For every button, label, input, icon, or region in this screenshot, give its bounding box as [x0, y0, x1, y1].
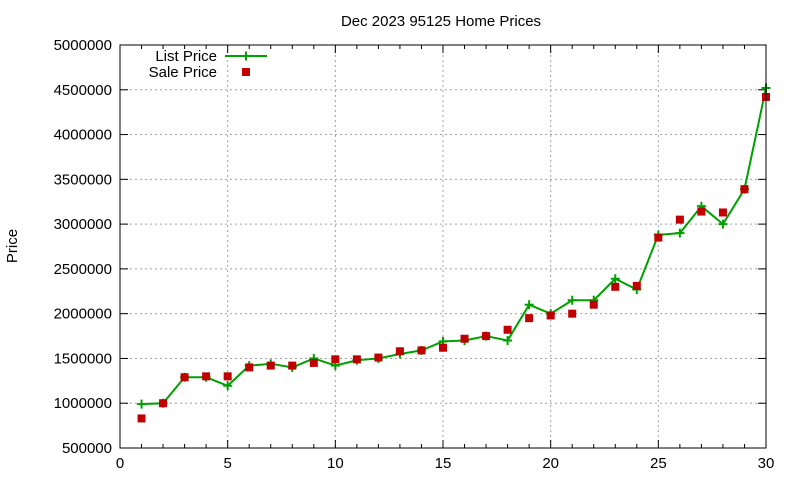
- y-axis-label: Price: [4, 229, 21, 263]
- chart-title: Dec 2023 95125 Home Prices: [341, 13, 541, 30]
- sale-price-point: [417, 346, 426, 355]
- list-price-point: [567, 295, 577, 305]
- x-tick-label: 25: [650, 455, 667, 472]
- legend-label: List Price: [155, 48, 217, 65]
- series-sale-price: [137, 92, 770, 423]
- y-tick-label: 1000000: [54, 395, 112, 412]
- sale-price-point: [180, 373, 189, 382]
- sale-price-point: [137, 414, 146, 423]
- sale-price-point: [245, 363, 254, 372]
- legend-label: Sale Price: [149, 64, 217, 81]
- legend-swatch-marker: [241, 51, 251, 61]
- series-list-price: [137, 83, 771, 409]
- list-price-point: [223, 381, 233, 391]
- sale-price-point: [288, 361, 297, 370]
- y-tick-label: 2500000: [54, 261, 112, 278]
- sale-price-point: [546, 311, 555, 320]
- sale-price-point: [503, 325, 512, 334]
- y-tick-label: 4500000: [54, 82, 112, 99]
- y-tick-label: 500000: [62, 440, 112, 457]
- sale-price-point: [309, 358, 318, 367]
- sale-price-point: [266, 361, 275, 370]
- x-tick-label: 5: [223, 455, 231, 472]
- sale-price-point: [740, 185, 749, 194]
- sale-price-point: [718, 208, 727, 217]
- sale-price-point: [697, 207, 706, 216]
- x-tick-label: 10: [327, 455, 344, 472]
- x-tick-label: 15: [435, 455, 452, 472]
- y-tick-label: 3000000: [54, 216, 112, 233]
- x-tick-label: 20: [542, 455, 559, 472]
- y-tick-label: 3500000: [54, 171, 112, 188]
- list-price-point: [718, 219, 728, 229]
- sale-price-point: [223, 372, 232, 381]
- sale-price-point: [525, 314, 534, 323]
- sale-price-point: [395, 347, 404, 356]
- x-tick-label: 0: [116, 455, 124, 472]
- plot-area: [137, 83, 771, 423]
- sale-price-point: [352, 355, 361, 364]
- sale-price-point: [439, 343, 447, 352]
- axis-ticks: 500000 1000000 1500000 2000000 2500000 300000…: [54, 37, 775, 472]
- legend-swatch-marker: [242, 68, 250, 76]
- sale-price-point: [374, 353, 383, 362]
- list-price-point: [503, 336, 513, 346]
- y-tick-label: 4000000: [54, 127, 112, 144]
- list-price-line: [141, 87, 767, 406]
- sale-price-point: [611, 282, 620, 291]
- y-tick-label: 1500000: [54, 350, 112, 367]
- list-price-point: [524, 300, 534, 310]
- sale-price-point: [568, 309, 577, 318]
- sale-price-point: [632, 281, 641, 290]
- sale-price-point: [460, 334, 469, 343]
- sale-price-point: [675, 215, 684, 224]
- list-price-point: [675, 228, 685, 238]
- sale-price-point: [654, 233, 663, 242]
- list-price-point: [610, 274, 620, 284]
- sale-price-point: [331, 355, 340, 364]
- sale-price-point: [159, 399, 168, 408]
- x-tick-label: 30: [758, 455, 775, 472]
- sale-price-point: [202, 372, 211, 381]
- sale-price-point: [482, 332, 491, 341]
- y-tick-label: 5000000: [54, 37, 112, 54]
- grid-lines: [120, 45, 766, 448]
- list-price-point: [137, 399, 147, 409]
- sale-price-point: [589, 300, 598, 309]
- y-tick-label: 2000000: [54, 306, 112, 323]
